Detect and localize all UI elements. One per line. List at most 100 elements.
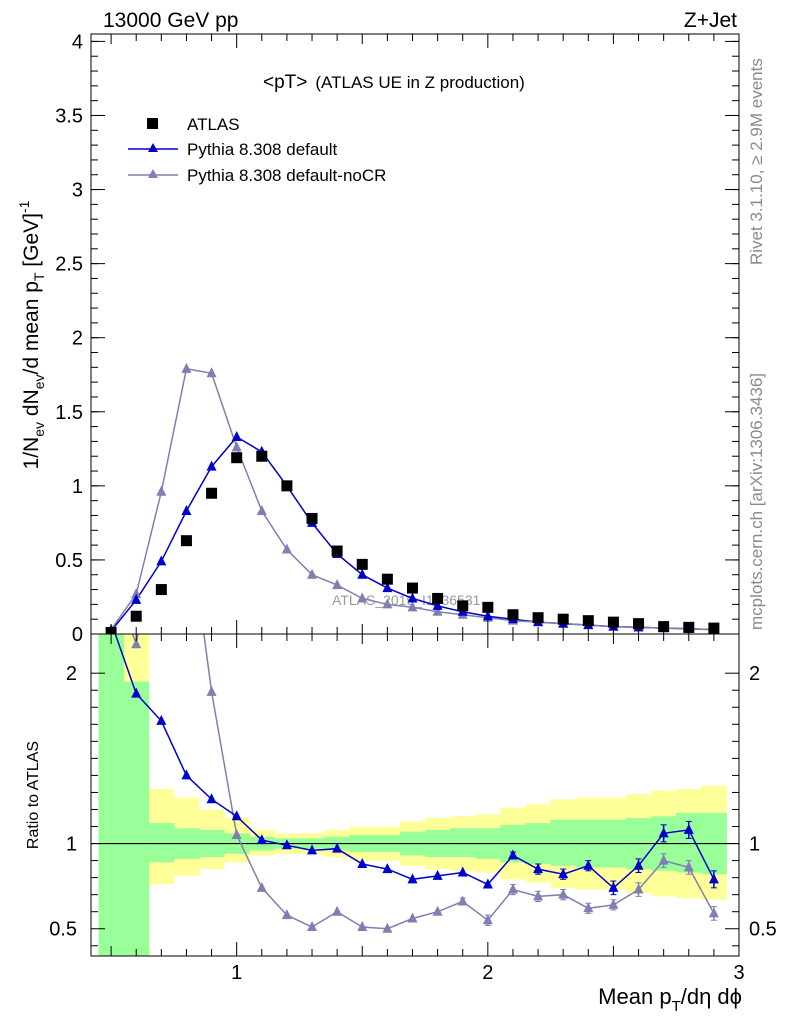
ylabel-part: ev	[31, 422, 47, 437]
ratio-point-pythia-nocr	[708, 907, 719, 918]
data-point-pythia-default	[206, 460, 217, 471]
data-point-atlas	[356, 558, 368, 570]
ylabel-part: [GeV]	[20, 213, 43, 273]
side-text-mcplots: mcplots.cern.ch [arXiv:1306.3436]	[747, 372, 766, 630]
data-point-atlas	[557, 613, 569, 625]
data-point-atlas	[532, 612, 544, 624]
ratio-uncertainty-bands	[98, 634, 727, 956]
ratio-point-pythia-default	[231, 810, 242, 821]
xlabel-part: /dη dϕ	[681, 984, 742, 1009]
plot-title: <pT> (ATLAS UE in Z production)	[263, 72, 525, 93]
data-point-atlas	[658, 621, 670, 633]
ratio-point-pythia-default	[708, 873, 719, 884]
plot-title-main: <pT>	[263, 72, 307, 93]
ratio-point-pythia-default	[156, 714, 167, 725]
data-point-atlas	[406, 582, 418, 594]
ratio-point-pythia-nocr	[608, 898, 619, 909]
legend-marker-pythia-default	[148, 143, 158, 152]
ratio-point-pythia-nocr	[231, 829, 242, 840]
ratio-point-pythia-default	[583, 859, 594, 870]
ylabel-part: T	[31, 272, 47, 281]
data-point-pythia-nocr	[231, 441, 242, 452]
analysis-watermark: ATLAS_2019_I1736531	[332, 592, 481, 608]
ratio-point-pythia-nocr	[482, 914, 493, 925]
ratio-point-pythia-nocr	[106, 565, 116, 575]
green-band-bin	[450, 828, 476, 858]
data-point-atlas	[231, 452, 243, 464]
legend-label-atlas: ATLAS	[187, 115, 240, 134]
ratio-point-pythia-default	[533, 863, 544, 874]
data-point-pythia-nocr	[332, 579, 343, 590]
data-point-atlas	[507, 609, 519, 621]
top-panel-data	[105, 362, 720, 634]
legend: ATLAS Pythia 8.308 default Pythia 8.308 …	[128, 115, 386, 185]
y-tick-label: 1	[72, 476, 83, 498]
top-y-axis-label: 1/Nev dNev/d mean pT [GeV]-1	[16, 200, 47, 469]
ratio-point-pythia-nocr	[332, 905, 343, 916]
data-point-atlas	[432, 592, 444, 604]
ratio-point-pythia-default	[507, 849, 518, 860]
ratio-y-tick-label-left: 1	[66, 834, 77, 856]
y-tick-label: 4	[72, 31, 83, 53]
green-band-bin	[550, 819, 577, 866]
ratio-point-pythia-default	[382, 863, 393, 874]
ratio-point-pythia-default	[307, 844, 318, 855]
data-point-atlas	[130, 610, 142, 622]
ratio-point-pythia-nocr	[533, 890, 544, 901]
ylabel-part: /d mean p	[20, 281, 43, 374]
data-point-atlas	[582, 615, 594, 627]
side-text-rivet: Rivet 3.1.10, ≥ 2.9M events	[747, 58, 766, 265]
data-point-pythia-default	[432, 599, 443, 610]
data-point-atlas	[206, 487, 218, 499]
ratio-point-pythia-default	[608, 881, 619, 892]
ratio-point-pythia-default	[357, 858, 368, 868]
data-point-pythia-default	[357, 568, 368, 579]
data-point-pythia-nocr	[256, 505, 267, 516]
data-point-pythia-nocr	[281, 543, 292, 554]
ratio-y-tick-label-right: 0.5	[749, 919, 777, 941]
data-point-pythia-default	[131, 593, 142, 604]
data-point-atlas	[180, 535, 192, 547]
ratio-point-pythia-default	[256, 834, 267, 845]
ratio-point-pythia-default	[407, 873, 418, 884]
ratio-point-pythia-default	[482, 878, 493, 889]
ratio-point-pythia-default	[332, 842, 343, 853]
data-point-atlas	[155, 584, 167, 596]
y-tick-label: 3.5	[55, 105, 83, 127]
legend-marker-pythia-nocr	[148, 169, 158, 178]
ratio-y-tick-label-right: 2	[749, 663, 760, 685]
x-tick-label: 1	[231, 962, 242, 984]
ratio-y-tick-label-right: 1	[749, 834, 760, 856]
legend-entry-atlas: ATLAS	[147, 115, 240, 134]
top-panel-axes: 0 0.5 1 1.5 2 2.5 3 3.5 4	[55, 31, 740, 646]
xlabel-part: T	[672, 998, 681, 1015]
data-point-atlas	[281, 480, 293, 492]
ratio-point-pythia-nocr	[507, 883, 518, 894]
data-point-pythia-default	[181, 505, 192, 516]
data-point-pythia-default	[231, 430, 242, 441]
data-point-atlas	[381, 573, 393, 585]
y-tick-label: 2.5	[55, 254, 83, 276]
data-point-pythia-nocr	[206, 367, 217, 378]
ratio-y-tick-label-left: 2	[66, 663, 77, 685]
y-tick-label: 2	[72, 328, 83, 350]
data-point-pythia-nocr	[307, 568, 318, 579]
ratio-point-pythia-default	[206, 793, 217, 804]
ylabel-part: -1	[16, 200, 32, 213]
data-point-pythia-nocr	[432, 605, 443, 616]
ratio-point-pythia-nocr	[683, 861, 694, 872]
ratio-point-pythia-nocr	[307, 921, 318, 932]
y-tick-label: 0.5	[55, 550, 83, 572]
green-band-bin	[98, 634, 125, 956]
ratio-point-pythia-nocr	[357, 921, 368, 932]
xlabel-part: Mean p	[598, 984, 671, 1009]
data-point-atlas	[482, 601, 494, 613]
legend-label-pythia-nocr: Pythia 8.308 default-noCR	[187, 166, 386, 185]
ratio-point-pythia-default	[658, 827, 669, 838]
y-tick-label: 3	[72, 180, 83, 202]
plot-title-sub: (ATLAS UE in Z production)	[315, 73, 524, 92]
ratio-point-pythia-default	[131, 687, 142, 698]
legend-label-pythia-default: Pythia 8.308 default	[187, 140, 338, 159]
data-point-pythia-default	[407, 592, 418, 603]
ratio-y-tick-label-left: 0.5	[49, 919, 77, 941]
